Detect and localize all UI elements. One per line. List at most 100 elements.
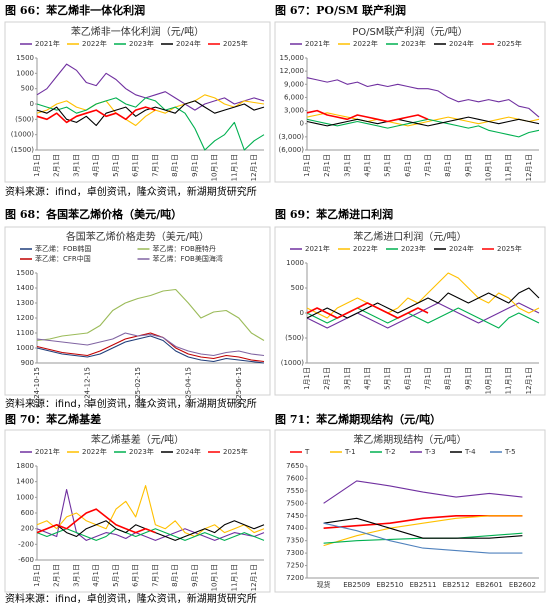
x-tick-label: 5月1日 (112, 154, 120, 177)
series-line (323, 517, 523, 539)
figure-heading: 图 66：苯乙烯非一体化利润 (5, 3, 145, 17)
y-tick-label: 0 (30, 100, 34, 108)
x-tick-label: 8月1日 (171, 154, 179, 177)
legend-label: 苯乙烯：FOB韩国 (35, 244, 91, 253)
legend-label: 2021年 (35, 447, 60, 456)
x-tick-label: 1月1日 (303, 367, 311, 390)
y-tick-label: 7450 (286, 512, 304, 520)
x-tick-label: 3月1日 (72, 564, 80, 587)
chart-frame (4, 226, 271, 396)
y-tick-label: 900 (21, 359, 34, 367)
x-tick-label: 9月1日 (464, 154, 472, 177)
x-tick-label: 10月1日 (211, 564, 219, 591)
legend-label: 2025年 (497, 39, 522, 48)
chart-title: 苯乙烯基差（元/吨） (91, 433, 184, 446)
y-tick-label: -600 (18, 556, 34, 564)
y-tick-label: 1100 (16, 329, 34, 337)
y-tick-label: 12,000 (280, 67, 305, 75)
series-line (306, 77, 540, 118)
series-line (36, 485, 265, 538)
series-line (36, 63, 265, 111)
x-tick-label: EB2602 (509, 581, 536, 589)
x-tick-label: EB2511 (409, 581, 436, 589)
figure-heading: 图 69：苯乙烯进口利润 (275, 207, 393, 221)
y-tick-label: 7600 (286, 474, 304, 482)
legend-label: 2023年 (401, 39, 426, 48)
y-tick-label: -200 (18, 540, 34, 548)
source-note: 资料来源：ifind，卓创资讯，隆众资讯，新湖期货研究所 (5, 185, 257, 198)
x-tick-label: 12月1日 (525, 154, 533, 181)
y-tick-label: (1500) (11, 146, 35, 154)
x-tick-label: 4月1日 (364, 367, 372, 390)
series-line (323, 522, 523, 554)
legend-label: 2025年 (223, 447, 248, 456)
series-line (36, 335, 265, 364)
chart-frame (274, 21, 546, 183)
legend-label: 2022年 (353, 39, 378, 48)
x-tick-label: EB2509 (343, 581, 370, 589)
y-tick-label: 1500 (16, 54, 34, 62)
x-tick-label: 6月1日 (132, 564, 140, 587)
series-line (36, 332, 265, 363)
y-tick-label: (500) (285, 334, 304, 342)
legend-label: 2021年 (305, 244, 330, 253)
x-tick-label: 12月1日 (525, 367, 533, 394)
y-tick-label: 1800 (16, 462, 34, 470)
x-tick-label: 10月1日 (211, 154, 219, 181)
legend-label: 2022年 (82, 39, 107, 48)
legend-label: 2023年 (129, 39, 154, 48)
x-tick-label: 2025-04-15 (184, 367, 192, 408)
x-tick-label: 6月1日 (404, 154, 412, 177)
x-tick-label: 3月1日 (72, 154, 80, 177)
figure-heading: 图 68：各国苯乙烯价格（美元/吨） (5, 207, 182, 221)
series-line (36, 508, 156, 534)
x-tick-label: 5月1日 (384, 154, 392, 177)
legend-label: T-3 (424, 448, 436, 456)
y-tick-label: (3,000) (278, 133, 304, 141)
legend-label: 2025年 (497, 244, 522, 253)
x-tick-label: 1月1日 (33, 564, 41, 587)
x-tick-label: 7月1日 (151, 154, 159, 177)
x-tick-label: 12月1日 (250, 564, 258, 591)
series-line (323, 515, 523, 547)
series-line (36, 488, 265, 541)
y-tick-label: 7350 (286, 537, 304, 545)
x-tick-label: 9月1日 (464, 367, 472, 390)
legend-label: 2024年 (176, 447, 201, 456)
x-tick-label: EB2512 (443, 581, 470, 589)
y-tick-label: 7200 (286, 574, 304, 582)
chart-frame (4, 429, 271, 593)
x-tick-label: 3月1日 (343, 154, 351, 177)
x-tick-label: EB2510 (376, 581, 403, 589)
series-line (323, 480, 523, 504)
legend-label: 苯乙烯：CFR中国 (35, 254, 91, 263)
x-tick-label: 11月1日 (230, 564, 238, 591)
x-tick-label: 4月1日 (92, 564, 100, 587)
legend-label: 2023年 (129, 447, 154, 456)
x-tick-label: 9月1日 (191, 564, 199, 587)
y-tick-label: 3,000 (284, 107, 304, 115)
legend-label: T-1 (344, 448, 356, 456)
series-line (36, 288, 265, 342)
legend-label: 2021年 (305, 39, 330, 48)
chart-frame (274, 226, 546, 396)
series-line (306, 109, 429, 123)
series-line (306, 272, 540, 319)
x-tick-label: 现货 (317, 580, 331, 589)
y-tick-label: 1500 (16, 269, 34, 277)
chart-title: PO/SM联产利润（元/吨） (352, 25, 468, 38)
chart-frame (274, 429, 546, 593)
legend-label: 2022年 (353, 244, 378, 253)
y-tick-label: (1000) (11, 131, 35, 139)
series-line (306, 118, 540, 138)
x-tick-label: 6月1日 (132, 154, 140, 177)
y-tick-label: 1400 (16, 478, 34, 486)
legend-label: 2024年 (449, 244, 474, 253)
x-tick-label: 7月1日 (151, 564, 159, 587)
series-line (323, 515, 523, 529)
x-tick-label: 8月1日 (444, 367, 452, 390)
x-tick-label: 8月1日 (171, 564, 179, 587)
y-tick-label: 7550 (286, 487, 304, 495)
x-tick-label: 7月1日 (424, 367, 432, 390)
figure-heading: 图 67：PO/SM 联产利润 (275, 3, 406, 17)
